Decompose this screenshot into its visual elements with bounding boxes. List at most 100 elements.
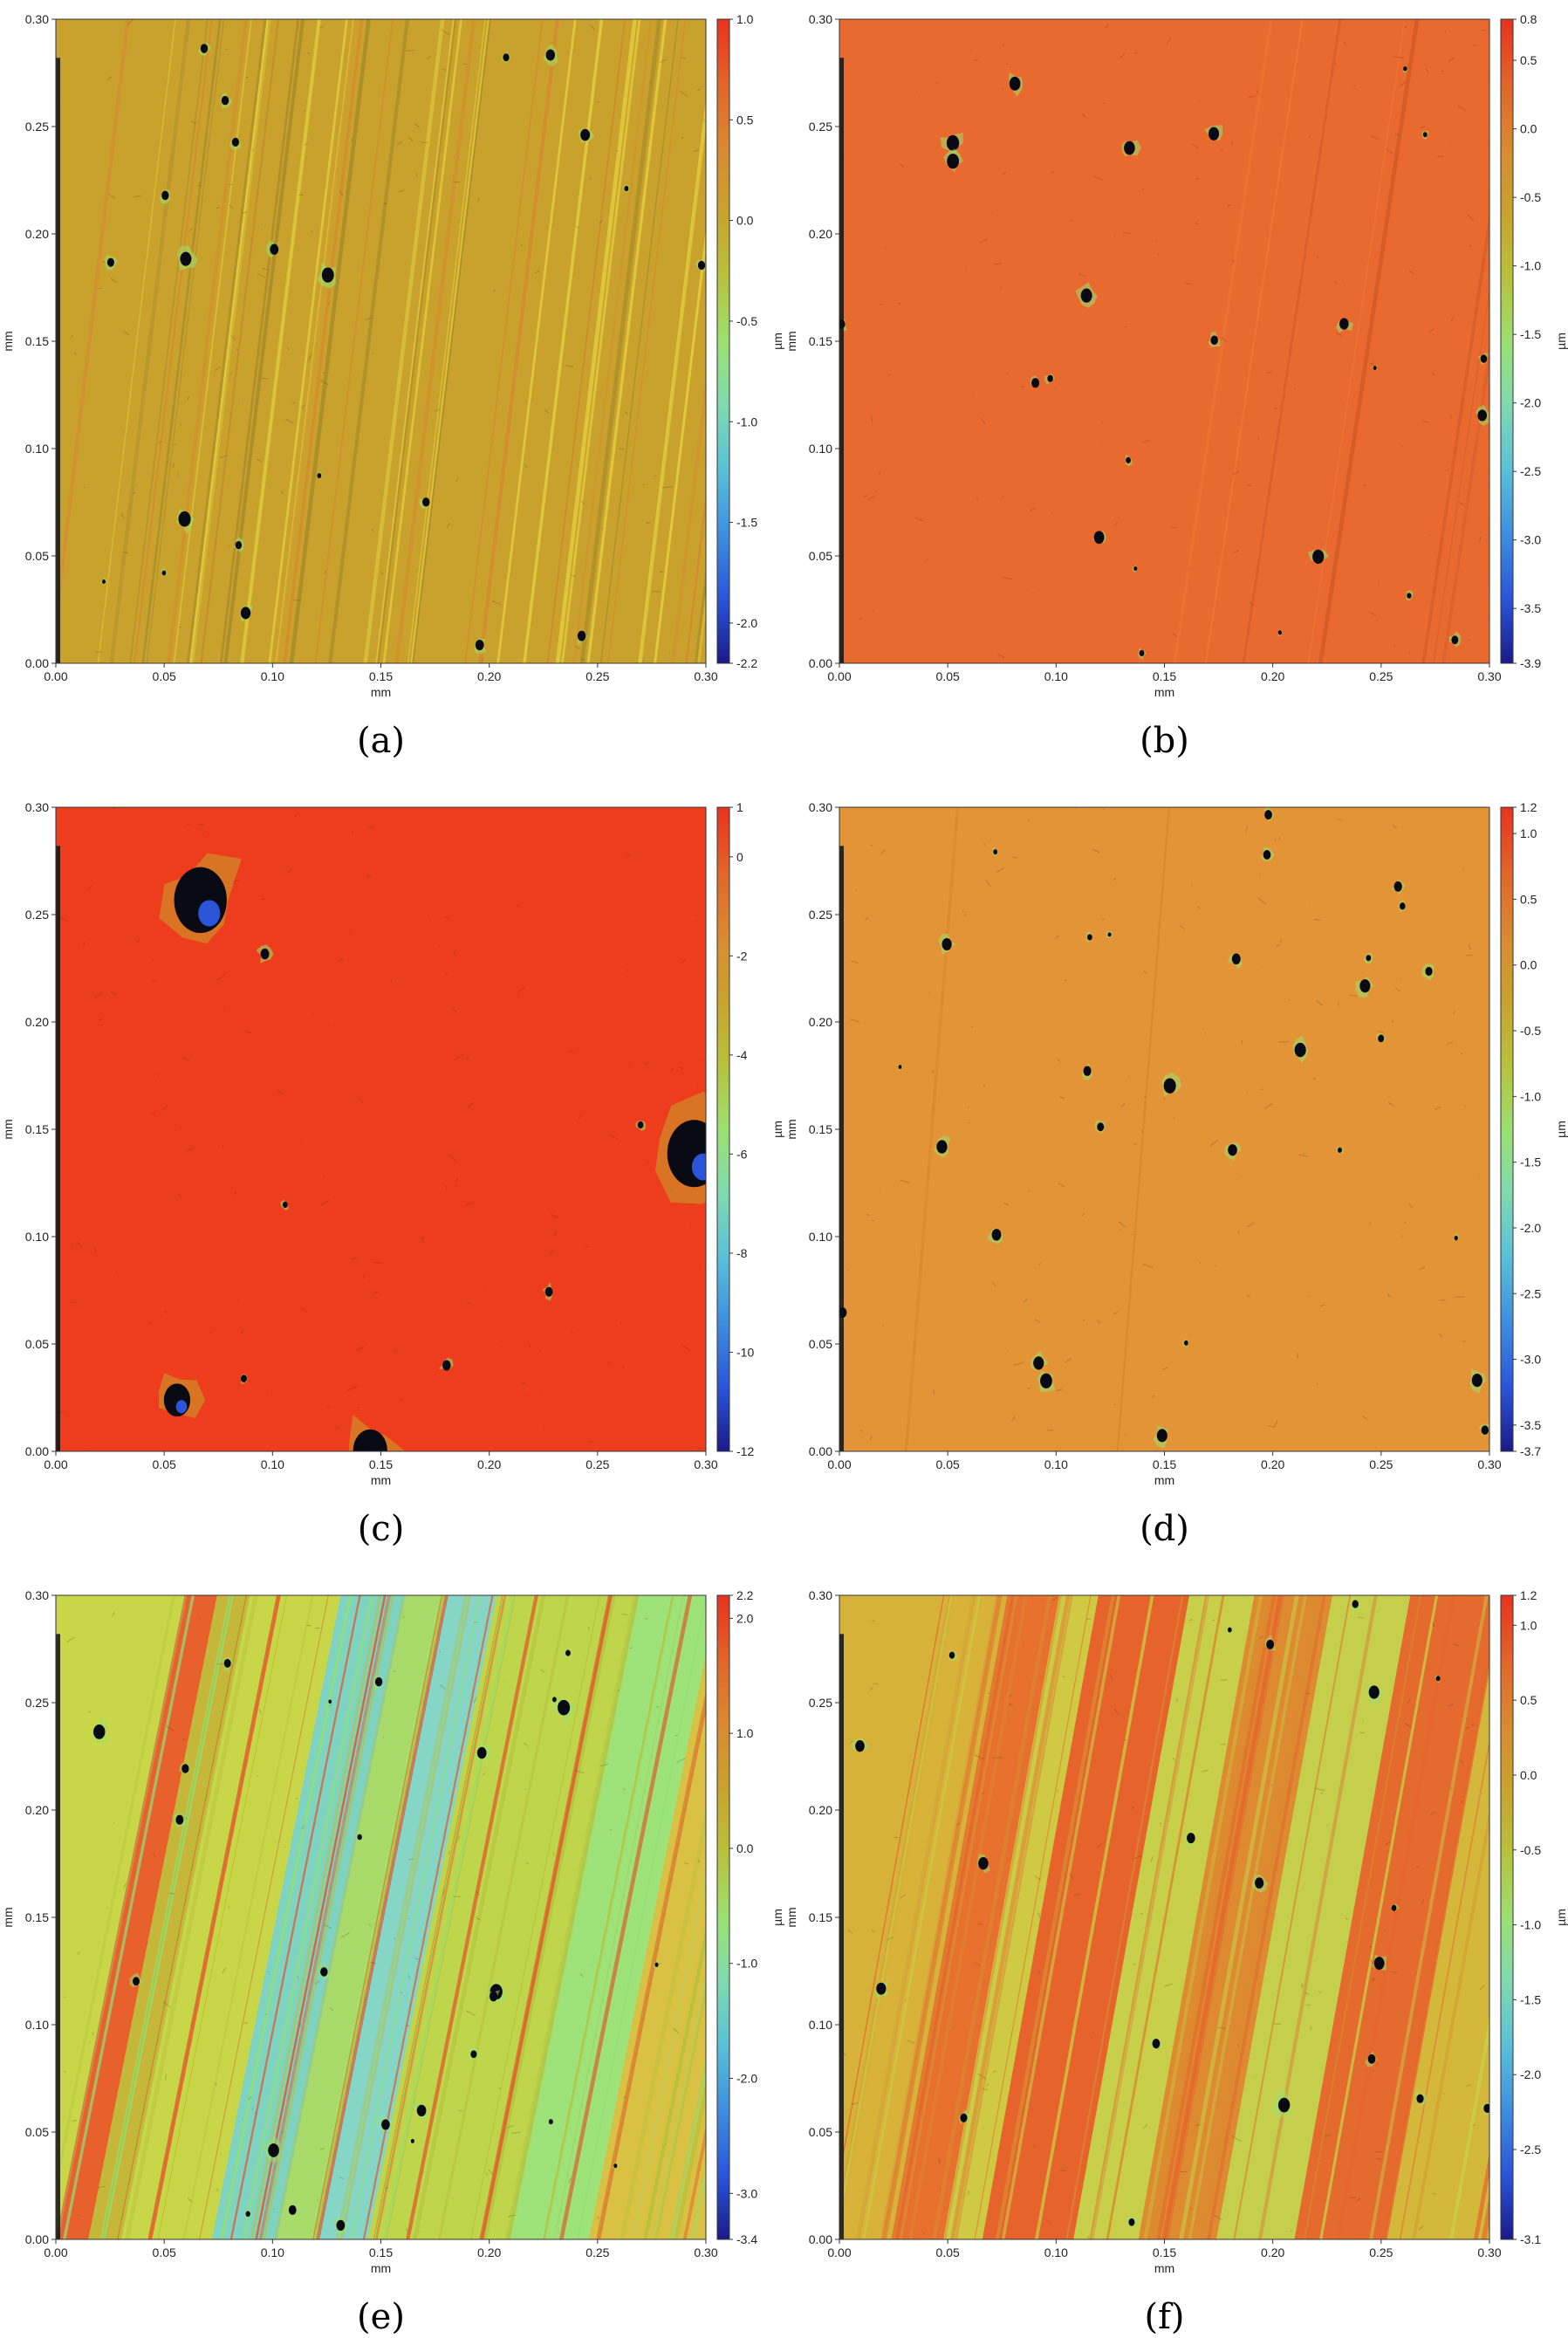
- surface-groove: [1318, 19, 1420, 663]
- surface-texture: [585, 1245, 590, 1249]
- surface-texture: [1142, 1263, 1154, 1269]
- surface-texture: [1257, 437, 1260, 440]
- x-tick-label: 0.10: [261, 1457, 284, 1471]
- surface-texture: [319, 379, 329, 386]
- surface-defect: [1107, 932, 1112, 937]
- surface-groove: [523, 19, 604, 663]
- surface-groove: [839, 1595, 945, 2179]
- surface-defect: [1435, 1676, 1441, 1682]
- surface-texture: [1113, 1311, 1119, 1315]
- colorbar-tick-label: 1.2: [1520, 800, 1537, 814]
- surface-texture: [408, 1858, 414, 1861]
- surface-texture: [1143, 970, 1147, 974]
- y-tick-label: 0.00: [809, 656, 832, 670]
- surface-defect: [1210, 335, 1218, 346]
- surface-texture: [1276, 943, 1282, 948]
- surface-groove: [335, 1595, 468, 2239]
- surface-texture: [1144, 1095, 1146, 1099]
- panel-a: 0.00 0.05 0.10 0.15 0.20 0.25 0.30 0.00 0.05 0.10…: [1, 12, 784, 761]
- colorbar-tick-label: -3.5: [1520, 1418, 1541, 1432]
- surface-groove: [56, 19, 130, 637]
- surface-texture: [1258, 1635, 1264, 1640]
- surface-texture: [1202, 1769, 1209, 1772]
- colorbar-tick-label: -3.0: [1520, 1353, 1541, 1367]
- surface-groove: [599, 19, 679, 663]
- surface-defect: [580, 128, 591, 141]
- y-tick-label: 0.15: [809, 1122, 832, 1136]
- surface-defect: [288, 2204, 297, 2215]
- surface-texture: [280, 490, 284, 495]
- surface-texture: [1432, 2192, 1436, 2195]
- surface-groove: [880, 1595, 998, 2239]
- panel-e: 0.00 0.05 0.10 0.15 0.20 0.25 0.30 0.00 0.05 0.10…: [1, 1588, 784, 2337]
- surface-defect: [1263, 850, 1271, 860]
- surface-groove: [377, 19, 457, 663]
- surface-texture: [314, 1822, 316, 1825]
- surface-texture: [871, 415, 873, 422]
- panel-caption: (b): [1140, 721, 1189, 761]
- surface-defect: [175, 1814, 184, 1825]
- surface-defect: [240, 607, 251, 620]
- surface-texture: [93, 991, 104, 998]
- surface-texture: [1395, 988, 1401, 992]
- surface-texture: [1197, 906, 1201, 909]
- colorbar-tick-label: 0.0: [736, 1841, 754, 1855]
- surface-texture: [492, 600, 502, 606]
- surface-texture: [1101, 422, 1103, 424]
- y-tick-label: 0.00: [25, 2232, 49, 2246]
- x-tick-label: 0.15: [369, 1457, 393, 1471]
- surface-texture: [1038, 1262, 1042, 1265]
- surface-texture: [855, 888, 858, 892]
- surface-texture: [681, 136, 684, 140]
- surface-texture: [574, 225, 579, 229]
- surface-groove: [362, 1595, 494, 2239]
- surface-texture: [98, 1018, 103, 1021]
- defect-core: [175, 1400, 188, 1414]
- surface-texture: [1376, 2158, 1382, 2160]
- colorbar-label: µm: [770, 1909, 784, 1926]
- surface-texture: [681, 958, 687, 963]
- surface-texture: [560, 1951, 562, 1953]
- x-tick-label: 0.00: [827, 2245, 851, 2259]
- surface-groove: [263, 1595, 394, 2239]
- surface-texture: [493, 290, 496, 293]
- surface-texture: [385, 2186, 388, 2190]
- surface-texture: [1118, 1221, 1126, 1228]
- surface-groove: [654, 227, 706, 663]
- surface-defect: [1451, 635, 1459, 645]
- surface-texture: [197, 184, 201, 187]
- surface-texture: [455, 1177, 459, 1183]
- surface-groove: [579, 19, 662, 663]
- surface-texture: [699, 1267, 702, 1270]
- surface-texture: [1101, 918, 1106, 921]
- surface-texture: [58, 916, 68, 922]
- surface-texture: [521, 1382, 527, 1384]
- surface-texture: [899, 163, 905, 168]
- surface-texture: [517, 987, 525, 993]
- y-tick-label: 0.15: [809, 1910, 832, 1924]
- surface-texture: [1377, 581, 1380, 584]
- surface-texture: [1408, 270, 1414, 275]
- surface-groove: [478, 19, 560, 663]
- surface-texture: [1114, 522, 1119, 526]
- surface-defect: [181, 1764, 189, 1773]
- surface-texture: [1356, 2197, 1361, 2203]
- surface-texture: [451, 1007, 457, 1012]
- surface-texture: [258, 1709, 263, 1715]
- surface-texture: [295, 1797, 298, 1800]
- surface-texture: [1006, 1349, 1009, 1352]
- x-tick-label: 0.00: [44, 1457, 67, 1471]
- colorbar-tick-label: 0.5: [1520, 53, 1537, 67]
- surface-texture: [1263, 1103, 1273, 1109]
- surface-defect: [178, 511, 191, 527]
- surface-texture: [933, 1389, 935, 1395]
- surface-texture: [1376, 2062, 1380, 2067]
- surface-texture: [900, 1894, 907, 1899]
- colorbar-tick-label: -2.5: [1520, 1286, 1541, 1300]
- surface-texture: [1399, 81, 1406, 87]
- surface-texture: [465, 2010, 476, 2017]
- surface-texture: [609, 1135, 619, 1141]
- surface-texture: [1430, 1811, 1436, 1815]
- surface-groove: [339, 1595, 472, 2239]
